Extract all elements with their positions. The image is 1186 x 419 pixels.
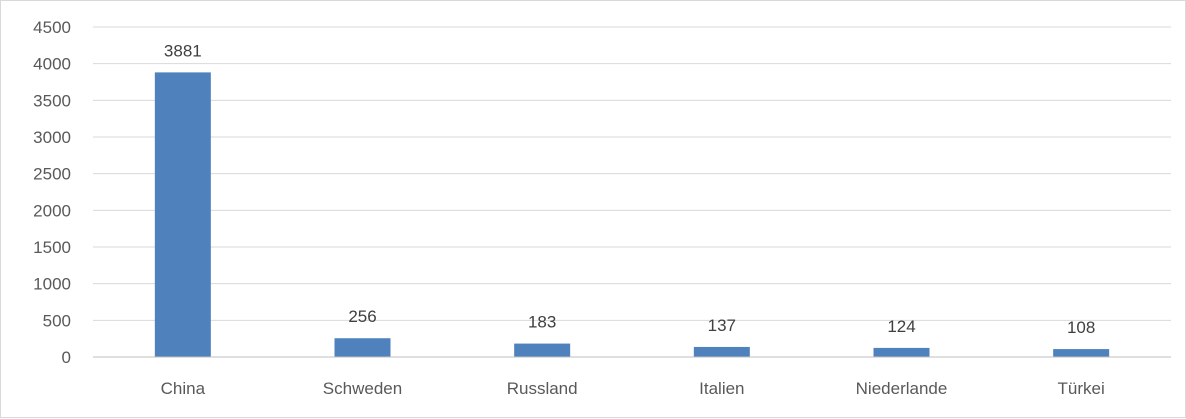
data-label: 256 <box>348 307 376 326</box>
y-tick-label: 2000 <box>33 201 71 220</box>
data-label: 108 <box>1067 318 1095 337</box>
data-label: 3881 <box>164 41 202 60</box>
bar-schweden <box>334 338 391 357</box>
x-tick-label: Niederlande <box>856 379 948 398</box>
x-tick-label: China <box>161 379 206 398</box>
y-tick-label: 3000 <box>33 128 71 147</box>
bar-russland <box>514 343 571 357</box>
x-axis-tick-labels: China Schweden Russland Italien Niederlande T… <box>161 379 1105 398</box>
data-label: 137 <box>708 316 736 335</box>
bar-türkei <box>1053 349 1110 357</box>
y-tick-label: 3500 <box>33 91 71 110</box>
data-label: 183 <box>528 313 556 332</box>
data-label: 124 <box>887 317 915 336</box>
bar-italien <box>693 346 750 357</box>
y-tick-label: 2500 <box>33 165 71 184</box>
bar-niederlande <box>873 347 930 357</box>
gridlines <box>93 26 1171 321</box>
y-tick-label: 0 <box>62 348 71 367</box>
bars <box>154 72 1110 357</box>
y-axis-tick-labels: 0 500 1000 1500 2000 2500 3000 3500 4000 4500 <box>33 18 71 367</box>
y-tick-label: 1500 <box>33 238 71 257</box>
y-tick-label: 500 <box>43 311 71 330</box>
x-tick-label: Schweden <box>323 379 402 398</box>
data-labels: 3881 256 183 137 124 108 <box>164 41 1095 337</box>
y-tick-label: 4500 <box>33 18 71 37</box>
y-tick-label: 1000 <box>33 275 71 294</box>
x-tick-label: Türkei <box>1058 379 1105 398</box>
x-tick-label: Italien <box>699 379 744 398</box>
x-tick-label: Russland <box>507 379 578 398</box>
y-tick-label: 4000 <box>33 55 71 74</box>
bar-china <box>154 72 211 357</box>
